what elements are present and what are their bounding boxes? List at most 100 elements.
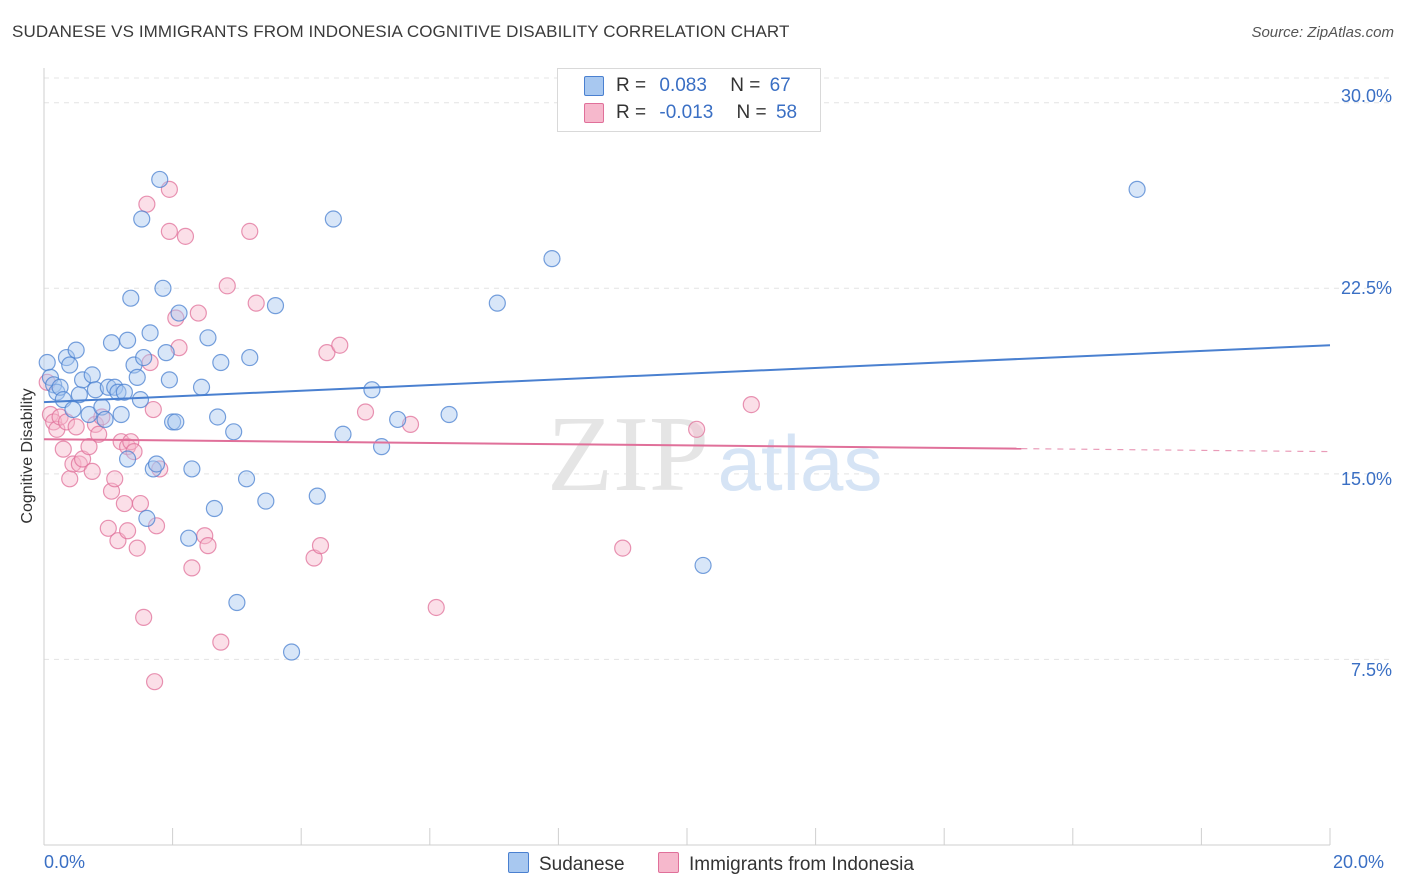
sudanese-point bbox=[118, 450, 137, 468]
sudanese-point bbox=[133, 210, 151, 228]
indonesia-point bbox=[199, 537, 217, 555]
legend-n-value: 58 bbox=[775, 102, 798, 123]
sudanese-point bbox=[118, 331, 137, 349]
sudanese-point bbox=[96, 410, 114, 429]
sudanese-point bbox=[144, 460, 162, 478]
sudanese-swatch bbox=[508, 852, 529, 873]
x-tick-label-min: 0.0% bbox=[44, 852, 86, 872]
indonesia-point bbox=[128, 539, 146, 557]
sudanese-point bbox=[205, 499, 223, 518]
sudanese-point bbox=[160, 371, 178, 389]
indonesia-point bbox=[401, 415, 420, 433]
indonesia-point bbox=[131, 494, 150, 513]
sudanese-swatch bbox=[584, 76, 604, 96]
sudanese-point bbox=[324, 210, 342, 228]
bottom-legend-sudanese-label: Sudanese bbox=[539, 854, 625, 875]
indonesia-point bbox=[170, 339, 188, 357]
sudanese-point bbox=[308, 487, 326, 505]
sudanese-trend-line bbox=[43, 344, 1331, 404]
indonesia-point bbox=[99, 519, 117, 537]
sudanese-point bbox=[694, 556, 712, 575]
sudanese-point bbox=[109, 383, 127, 401]
sudanese-point bbox=[154, 279, 172, 297]
sudanese-point bbox=[334, 425, 352, 443]
sudanese-point bbox=[180, 529, 198, 547]
legend-n-value: 67 bbox=[769, 75, 791, 96]
sudanese-point bbox=[99, 378, 117, 396]
bottom-legend-sudanese: Sudanese bbox=[508, 852, 625, 876]
y-tick-label-7-5: 7.5% bbox=[1350, 660, 1392, 680]
axes bbox=[43, 68, 1331, 846]
legend-r-value: -0.013 bbox=[659, 102, 714, 123]
indonesia-point bbox=[212, 633, 230, 651]
indonesia-point bbox=[118, 522, 137, 540]
indonesia-point bbox=[189, 304, 207, 322]
indonesia-point bbox=[61, 470, 79, 488]
sudanese-point bbox=[282, 643, 301, 661]
indonesia-point bbox=[64, 455, 82, 473]
sudanese-point bbox=[141, 324, 159, 342]
series-sudanese-points bbox=[38, 170, 1146, 661]
sudanese-point bbox=[106, 378, 124, 396]
indonesia-point bbox=[742, 395, 760, 414]
y-tick-label-22-5: 22.5% bbox=[1340, 278, 1392, 298]
sudanese-point bbox=[237, 470, 256, 488]
sudanese-point bbox=[1128, 180, 1146, 198]
sudanese-point bbox=[183, 460, 201, 478]
indonesia-point bbox=[151, 460, 169, 478]
indonesia-point bbox=[138, 195, 156, 213]
bottom-legend-indonesia-label: Immigrants from Indonesia bbox=[689, 854, 914, 875]
sudanese-point bbox=[112, 405, 130, 424]
indonesia-point bbox=[247, 294, 265, 312]
indonesia-point bbox=[427, 598, 445, 617]
sudanese-point bbox=[138, 509, 156, 528]
sudanese-point bbox=[199, 329, 217, 347]
sudanese-point bbox=[363, 381, 381, 399]
sudanese-point bbox=[86, 381, 105, 399]
source-label: Source: ZipAtlas.com bbox=[1251, 24, 1394, 41]
indonesia-point bbox=[54, 440, 72, 458]
indonesia-point bbox=[90, 425, 108, 443]
y-tick-label-15: 15.0% bbox=[1340, 469, 1392, 489]
sudanese-point bbox=[131, 391, 150, 409]
legend-r-label: R = bbox=[616, 102, 647, 123]
sudanese-point bbox=[488, 294, 506, 312]
indonesia-point bbox=[183, 559, 201, 577]
indonesia-point bbox=[218, 277, 236, 295]
indonesia-swatch bbox=[584, 103, 604, 123]
indonesia-point bbox=[614, 539, 632, 557]
sudanese-point bbox=[241, 348, 259, 367]
sudanese-point bbox=[128, 368, 146, 386]
sudanese-point bbox=[61, 356, 79, 374]
indonesia-point bbox=[106, 470, 124, 488]
sudanese-point bbox=[67, 341, 85, 359]
legend-n-label: N = bbox=[730, 75, 761, 96]
indonesia-point bbox=[160, 222, 178, 240]
indonesia-swatch bbox=[658, 852, 679, 873]
indonesia-point bbox=[145, 673, 164, 691]
sudanese-point bbox=[225, 423, 243, 441]
watermark: ZIP atlas bbox=[547, 395, 882, 514]
y-tick-label-30: 30.0% bbox=[1340, 86, 1392, 106]
sudanese-point bbox=[80, 405, 98, 424]
watermark-zip: ZIP bbox=[547, 395, 709, 514]
sudanese-point bbox=[122, 289, 140, 307]
grid-lines bbox=[44, 77, 1392, 660]
sudanese-point bbox=[157, 344, 175, 362]
indonesia-point bbox=[144, 400, 162, 419]
watermark-atlas: atlas bbox=[718, 419, 883, 507]
indonesia-point bbox=[93, 408, 111, 426]
sudanese-point bbox=[151, 170, 169, 189]
sudanese-point bbox=[170, 304, 188, 322]
sudanese-point bbox=[389, 410, 407, 429]
sudanese-point bbox=[372, 438, 391, 456]
legend-n-label: N = bbox=[736, 102, 767, 123]
indonesia-point bbox=[356, 403, 375, 421]
indonesia-point bbox=[167, 309, 185, 327]
sudanese-point bbox=[209, 408, 227, 426]
indonesia-point bbox=[115, 494, 133, 513]
trend-lines bbox=[43, 344, 1331, 453]
indonesia-point bbox=[331, 336, 349, 354]
sudanese-point bbox=[228, 593, 246, 612]
sudanese-point bbox=[147, 455, 166, 473]
